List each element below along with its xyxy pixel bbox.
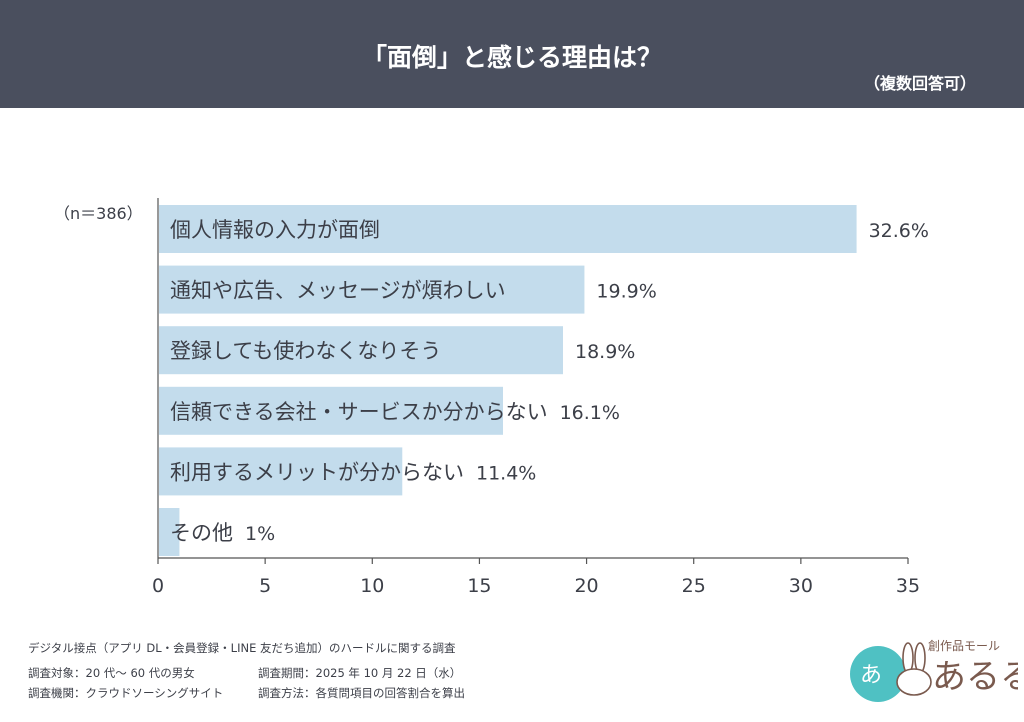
bar-value-label: 1% [245,523,275,545]
sample-size-label: （n＝386） [54,204,143,223]
bar-value-label: 18.9% [575,341,635,363]
bar-category-label: 登録しても使わなくなりそう [170,339,441,363]
chart-title: 「面倒」と感じる理由は？ [361,43,662,72]
logo-tagline: 創作品モール [928,639,1000,653]
x-tick-label: 20 [574,575,598,597]
bar [159,326,563,375]
bar [159,447,403,496]
bar-value-label: 11.4% [476,462,536,484]
survey-target: 調査対象：20 代～ 60 代の男女 [28,666,195,680]
bar [159,265,585,314]
bar [159,386,503,435]
survey-method: 調査方法：各質問項目の回答割合を算出 [258,686,465,700]
survey-agency: 調査機関：クラウドソーシングサイト [28,686,224,700]
svg-text:あ: あ [860,663,882,688]
survey-period: 調査期間：2025 年 10 月 22 日（水） [258,666,462,680]
header-banner: 「面倒」と感じる理由は？ （複数回答可） [0,0,1024,108]
bar-category-label: 信頼できる会社・サービスか分からない [170,400,548,424]
x-tick-label: 5 [259,575,271,597]
logo-circle [850,646,906,702]
bar-value-label: 16.1% [560,402,620,424]
survey-title: デジタル接点（アプリ DL・会員登録・LINE 友だち追加）のハードルに関する調… [28,641,456,655]
bar [159,205,857,253]
bar-category-label: 個人情報の入力が面倒 [170,218,380,242]
brand-logo: あ 創作品モール あるる [850,639,1018,702]
bar-chart: 個人情報の入力が面倒 32.6% 通知や広告、メッセージが煩わしい 19.9% 登録して… [152,198,929,597]
bar-value-label: 19.9% [596,281,656,303]
x-tick-label: 15 [467,575,491,597]
bar-category-label: その他 [170,521,233,545]
x-tick-label: 30 [789,575,813,597]
bar [159,508,180,556]
bar-category-label: 通知や広告、メッセージが煩わしい [170,279,506,303]
x-tick-label: 25 [682,575,706,597]
chart-subtitle: （複数回答可） [863,74,976,93]
x-tick-label: 35 [896,575,920,597]
logo-name: あるる [932,657,1018,697]
bar-value-label: 32.6% [869,220,929,242]
rabbit-icon [896,642,932,696]
x-tick-label: 10 [360,575,384,597]
bar-category-label: 利用するメリットが分からない [170,460,464,484]
x-tick-label: 0 [152,575,164,597]
